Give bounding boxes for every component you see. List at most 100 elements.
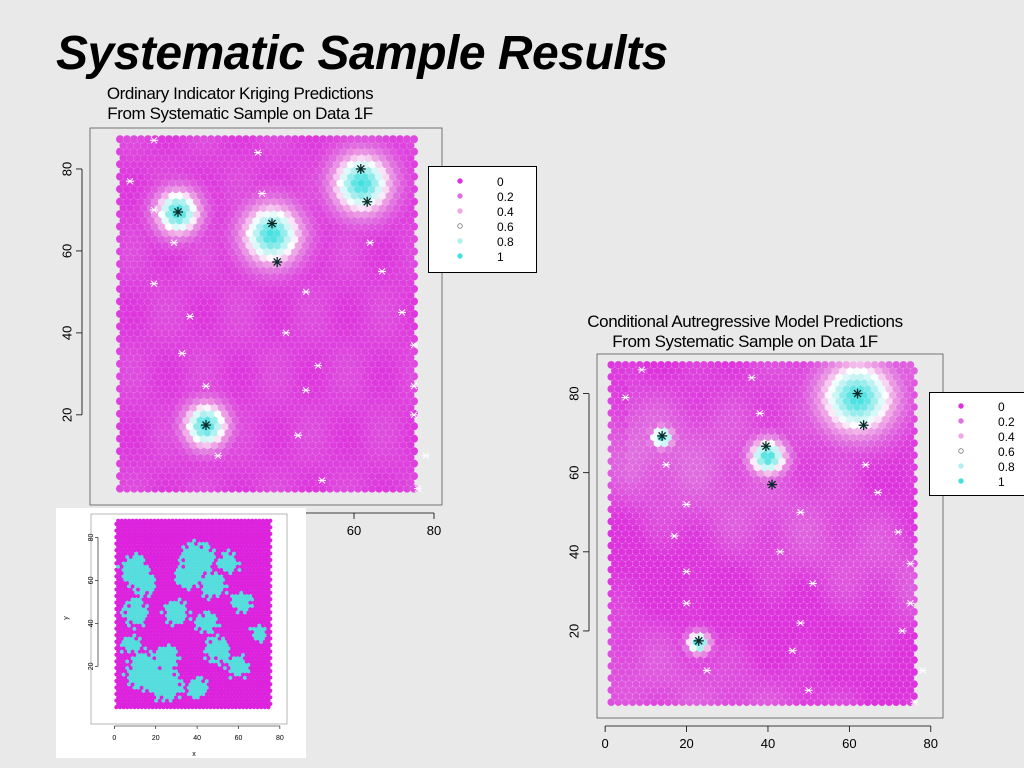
sample-point-zero (302, 386, 310, 394)
sample-point-zero (398, 309, 406, 316)
legend-swatch (958, 448, 964, 454)
inset-axes: 0 20 40 60 80 20 40 60 80 x y (63, 533, 284, 758)
sample-point-zero (796, 619, 805, 627)
x-tick-label: 20 (679, 736, 693, 751)
legend-item: 0.4 (429, 205, 536, 220)
kriging-title: Ordinary Indicator Kriging Predictions F… (60, 84, 420, 124)
legend-label: 0.8 (497, 235, 514, 249)
sample-point-zero (906, 599, 915, 607)
axes: 0 20 40 60 80 20 40 60 80 (566, 386, 938, 751)
sample-point-one (767, 479, 778, 490)
sample-point-zero (898, 627, 907, 635)
sample-point-zero (378, 268, 386, 275)
x-tick-label: 80 (427, 523, 441, 538)
sample-point-zero (682, 568, 691, 575)
sample-point-one (693, 635, 704, 646)
sample-point-zero (755, 409, 764, 417)
sample-point-zero (410, 341, 418, 349)
legend-swatch (457, 178, 463, 184)
legend-swatch (457, 253, 463, 259)
sample-point-zero (918, 667, 927, 674)
sample-point-zero (422, 452, 430, 460)
sample-point-zero (150, 206, 158, 214)
legend-label: 0.8 (998, 460, 1015, 474)
sample-point-zero (804, 686, 813, 694)
sample-point-zero (318, 477, 326, 484)
sample-point-zero (214, 452, 222, 460)
sample-point-zero (873, 489, 882, 496)
legend-swatch (958, 403, 964, 409)
sample-point-zero (126, 177, 134, 185)
sample-point-zero (808, 580, 817, 587)
inset-cells (114, 518, 273, 710)
legend-item: 0 (930, 400, 1024, 415)
legend-label: 0.2 (998, 415, 1015, 429)
sample-point-zero (414, 485, 422, 492)
sample-point-zero (150, 280, 158, 288)
sample-point-zero (906, 560, 915, 568)
kriging-title-line-2: From Systematic Sample on Data 1F (107, 104, 373, 123)
sample-point-zero (410, 382, 418, 390)
sample-points (126, 136, 430, 492)
inset-y-tick-label: 80 (88, 533, 95, 541)
sample-point-zero (170, 239, 178, 247)
sample-point-zero (302, 288, 310, 296)
legend-label: 0 (998, 400, 1005, 414)
inset-x-tick-label: 40 (193, 735, 201, 742)
sample-point-zero (410, 411, 418, 419)
sample-point-zero (178, 350, 186, 357)
sample-point-one (272, 256, 283, 267)
sample-point-zero (258, 190, 266, 197)
sample-point-zero (637, 366, 646, 374)
sample-point-one (362, 196, 373, 207)
legend-swatch (958, 418, 964, 424)
car-title: Conditional Autregressive Model Predicti… (545, 312, 945, 352)
legend-swatch (958, 463, 964, 469)
sample-point-zero (314, 362, 322, 370)
inset-x-tick-label: 80 (276, 735, 284, 742)
sample-point-zero (776, 548, 785, 556)
legend-label: 0.4 (497, 205, 514, 219)
sample-point-zero (186, 313, 194, 320)
x-tick-label: 40 (761, 736, 775, 751)
sample-point-one (355, 163, 366, 174)
sample-point-zero (702, 667, 711, 674)
car-title-line-1: Conditional Autregressive Model Predicti… (587, 312, 903, 331)
sample-point-zero (662, 461, 671, 469)
inset-y-tick-label: 20 (88, 662, 95, 670)
y-tick-label: 20 (59, 408, 74, 422)
x-tick-label: 0 (602, 736, 609, 751)
sample-point-one (858, 420, 869, 431)
car-chart: 0 20 40 60 80 20 40 60 80 (566, 353, 944, 751)
x-tick-label: 60 (347, 523, 361, 538)
car-legend: 0 0.2 0.4 0.6 0.8 1 (929, 392, 1024, 496)
sample-point-zero (282, 329, 290, 337)
legend-label: 0.4 (998, 430, 1015, 444)
legend-item: 0 (429, 175, 536, 190)
inset-x-tick-label: 0 (112, 735, 116, 742)
inset-y-label: y (63, 616, 70, 620)
y-tick-label: 60 (59, 244, 74, 258)
sample-point-one (657, 430, 668, 441)
legend-item: 0.4 (930, 430, 1024, 445)
inset-x-label: x (192, 751, 196, 758)
sample-point-zero (682, 599, 691, 607)
y-tick-label: 80 (566, 386, 581, 400)
truth-inset-map: 0 20 40 60 80 20 40 60 80 x y (56, 508, 306, 758)
legend-item: 0.6 (429, 220, 536, 235)
legend-item: 0.2 (930, 415, 1024, 430)
sample-point-zero (202, 382, 210, 390)
inset-y-tick-label: 40 (88, 619, 95, 627)
legend-swatch (457, 208, 463, 214)
y-tick-label: 40 (59, 326, 74, 340)
sample-point-one (852, 388, 863, 399)
sample-point-zero (861, 461, 870, 469)
legend-label: 0.2 (497, 190, 514, 204)
legend-swatch (457, 238, 463, 244)
prediction-cells (607, 360, 919, 707)
x-tick-label: 60 (842, 736, 856, 751)
legend-item: 0.8 (930, 460, 1024, 475)
kriging-legend: 0 0.2 0.4 0.6 0.8 1 (428, 166, 537, 273)
kriging-title-line-1: Ordinary Indicator Kriging Predictions (106, 84, 374, 103)
